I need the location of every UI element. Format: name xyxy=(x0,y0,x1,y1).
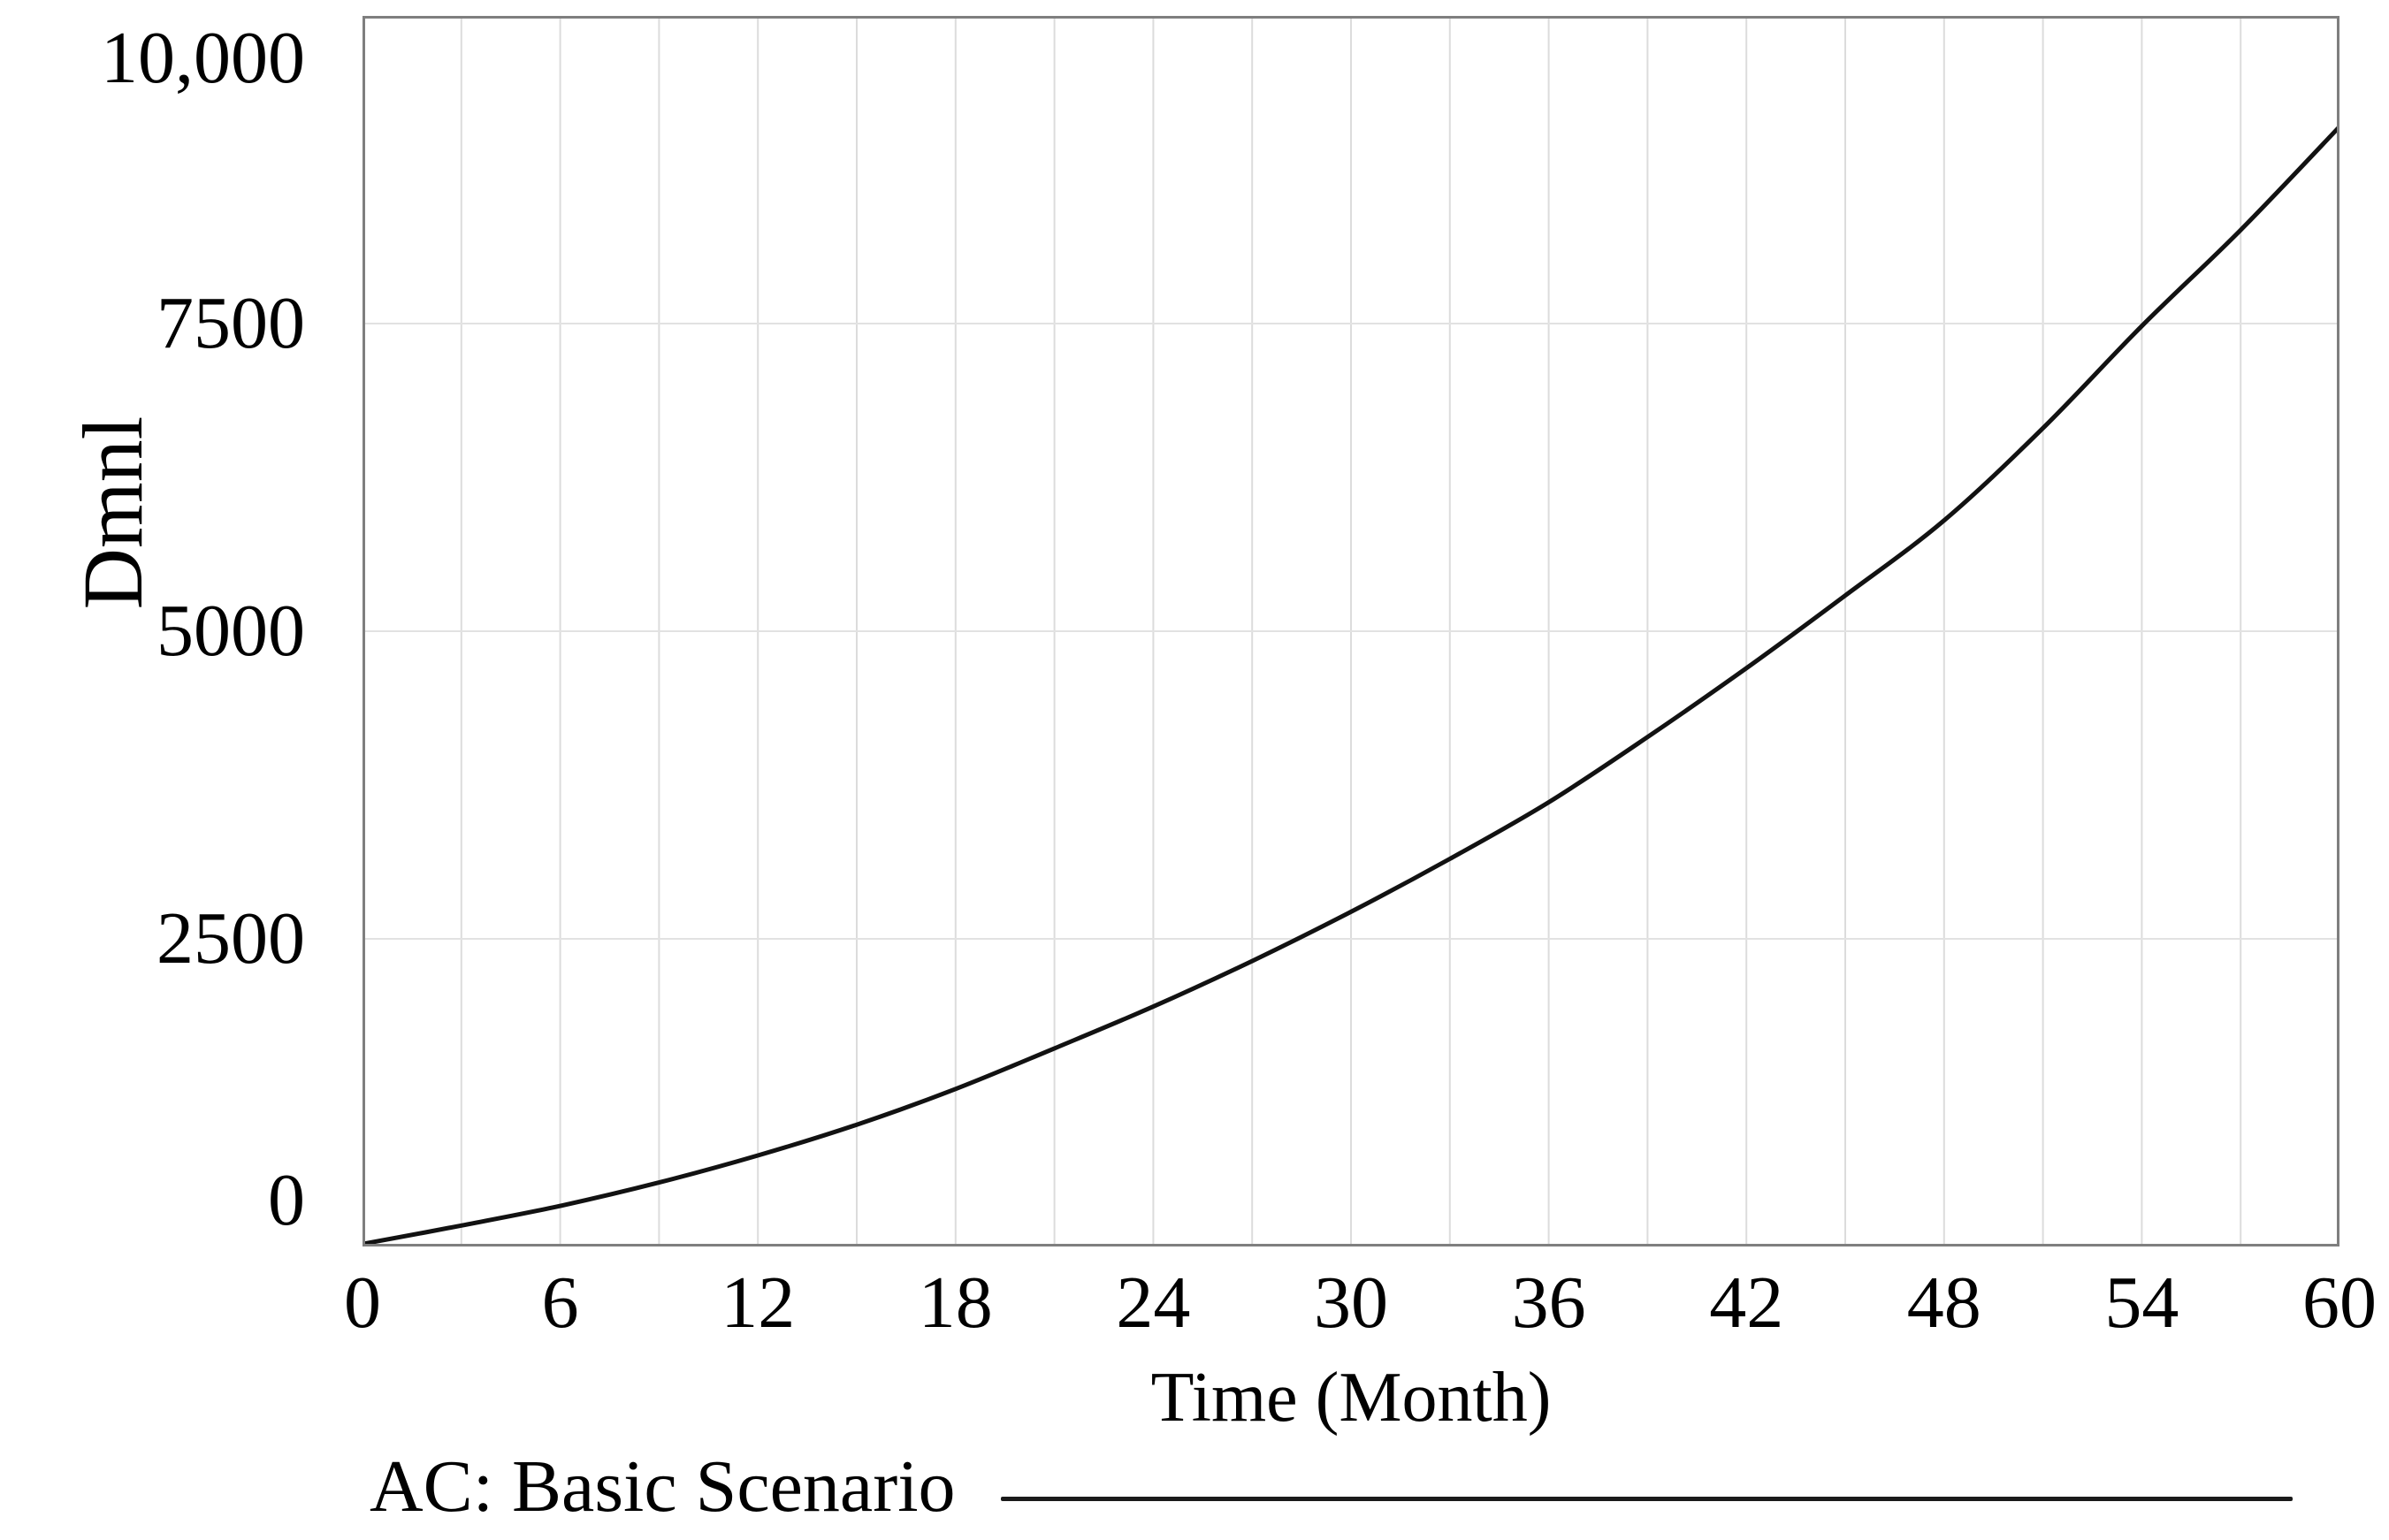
x-tick-label-6: 6 xyxy=(541,1262,579,1344)
legend-entry-label: AC: Basic Scenario xyxy=(370,1445,956,1528)
legend-line-sample xyxy=(1001,1497,2293,1501)
y-tick-label-10000: 10,000 xyxy=(101,17,305,99)
y-tick-label-0: 0 xyxy=(268,1159,305,1241)
x-tick-label-54: 54 xyxy=(2104,1262,2179,1344)
chart-canvas xyxy=(363,16,2339,1246)
plot-area xyxy=(363,16,2339,1246)
x-axis-title: Time (Month) xyxy=(1150,1359,1552,1437)
series-line-ac-basic-scenario xyxy=(363,124,2339,1246)
legend: AC: Basic Scenario xyxy=(0,1439,2389,1540)
x-tick-label-18: 18 xyxy=(918,1262,993,1344)
x-tick-label-60: 60 xyxy=(2302,1262,2377,1344)
x-tick-label-12: 12 xyxy=(721,1262,796,1344)
x-tick-label-24: 24 xyxy=(1116,1262,1191,1344)
x-tick-label-36: 36 xyxy=(1511,1262,1586,1344)
x-tick-label-42: 42 xyxy=(1709,1262,1784,1344)
y-tick-label-7500: 7500 xyxy=(156,282,305,364)
plot-border xyxy=(363,16,2339,1246)
x-tick-label-0: 0 xyxy=(344,1262,381,1344)
y-tick-label-2500: 2500 xyxy=(156,897,305,980)
x-tick-label-30: 30 xyxy=(1314,1262,1388,1344)
y-tick-label-5000: 5000 xyxy=(156,590,305,672)
x-tick-label-48: 48 xyxy=(1906,1262,1981,1344)
